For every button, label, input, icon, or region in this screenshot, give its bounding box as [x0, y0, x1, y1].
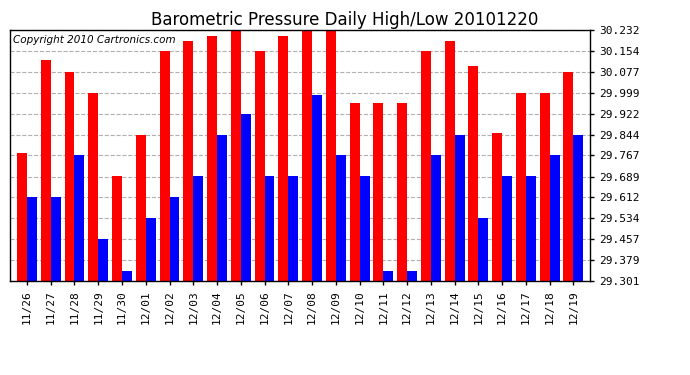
Bar: [359, 176, 370, 281]
Bar: [98, 239, 108, 281]
Bar: [492, 133, 502, 281]
Bar: [136, 135, 146, 281]
Bar: [241, 114, 250, 281]
Bar: [112, 176, 122, 281]
Bar: [444, 41, 455, 281]
Bar: [302, 30, 312, 281]
Bar: [193, 176, 204, 281]
Bar: [502, 176, 512, 281]
Bar: [230, 30, 241, 281]
Bar: [526, 176, 536, 281]
Bar: [41, 60, 51, 281]
Bar: [540, 93, 549, 281]
Bar: [146, 218, 156, 281]
Bar: [421, 51, 431, 281]
Bar: [278, 36, 288, 281]
Bar: [383, 271, 393, 281]
Bar: [159, 51, 170, 281]
Bar: [573, 135, 583, 281]
Bar: [431, 156, 441, 281]
Bar: [64, 72, 75, 281]
Bar: [88, 93, 98, 281]
Bar: [373, 104, 383, 281]
Bar: [350, 104, 359, 281]
Bar: [478, 218, 489, 281]
Bar: [170, 197, 179, 281]
Bar: [17, 153, 27, 281]
Bar: [336, 156, 346, 281]
Bar: [217, 135, 227, 281]
Bar: [563, 72, 573, 281]
Bar: [27, 197, 37, 281]
Bar: [516, 93, 526, 281]
Bar: [407, 271, 417, 281]
Bar: [397, 104, 407, 281]
Bar: [264, 176, 275, 281]
Bar: [184, 41, 193, 281]
Text: Copyright 2010 Cartronics.com: Copyright 2010 Cartronics.com: [13, 35, 176, 45]
Bar: [51, 197, 61, 281]
Bar: [312, 95, 322, 281]
Bar: [255, 51, 264, 281]
Bar: [207, 36, 217, 281]
Bar: [288, 176, 298, 281]
Bar: [469, 66, 478, 281]
Bar: [326, 30, 336, 281]
Text: Barometric Pressure Daily High/Low 20101220: Barometric Pressure Daily High/Low 20101…: [151, 11, 539, 29]
Bar: [549, 156, 560, 281]
Bar: [75, 156, 84, 281]
Bar: [455, 135, 464, 281]
Bar: [122, 271, 132, 281]
